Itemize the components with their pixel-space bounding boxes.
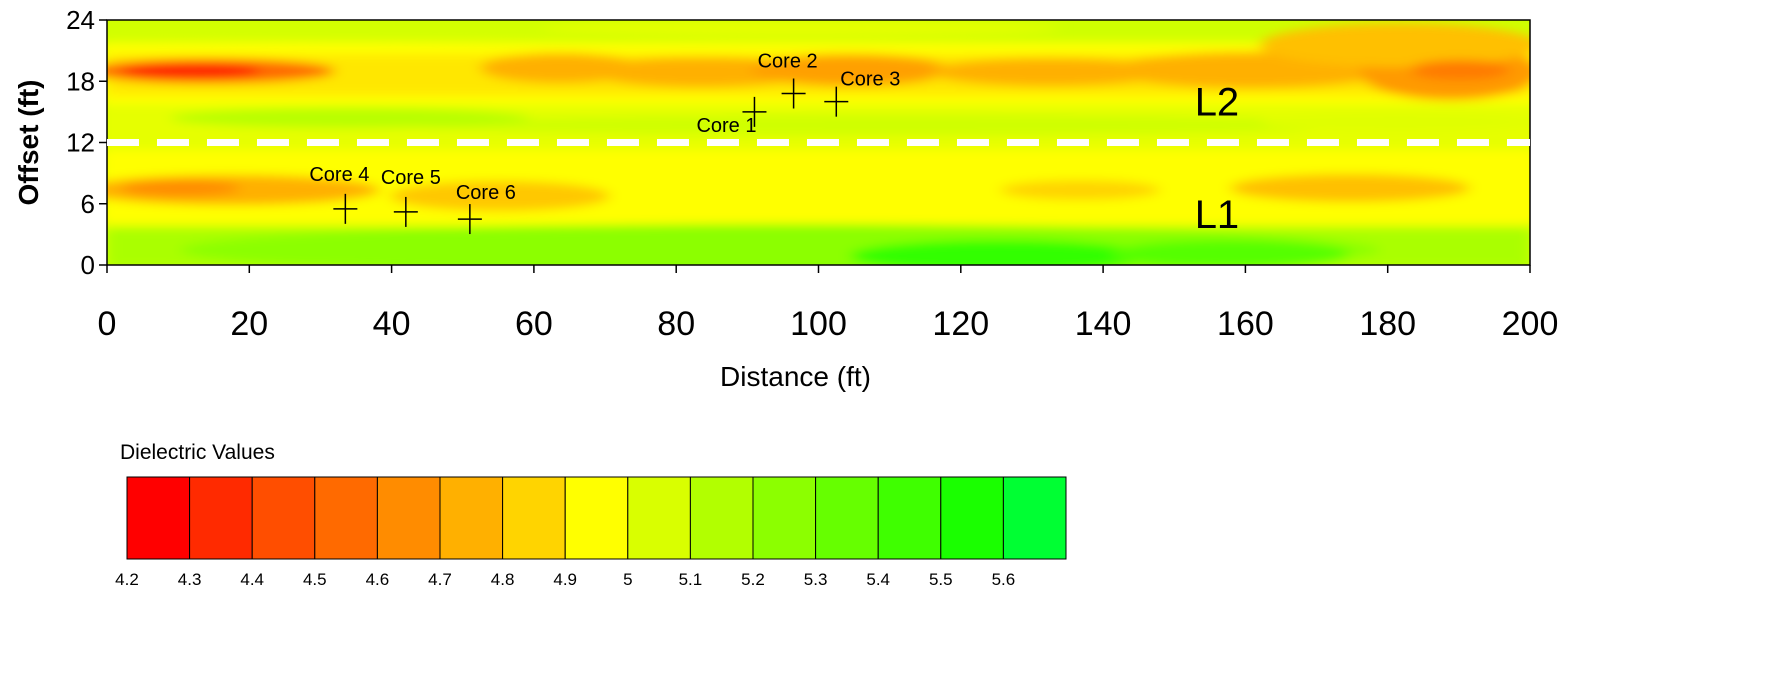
colorbar-tick-label: 4.8 bbox=[491, 570, 515, 589]
x-tick-label: 60 bbox=[515, 305, 553, 343]
core-label: Core 2 bbox=[758, 51, 818, 73]
colorbar-cell bbox=[877, 476, 942, 560]
colorbar-cell bbox=[439, 476, 504, 560]
colorbar-tick-label: 5.6 bbox=[992, 570, 1016, 589]
colorbar-cell bbox=[502, 476, 566, 560]
colorbar-tick-label: 5.3 bbox=[804, 570, 828, 589]
axes: 0 20 40 60 80 100 120 140 160 180 200 0 6 12 18 24 Dista… bbox=[13, 5, 1558, 392]
x-tick-label: 40 bbox=[373, 305, 411, 343]
x-tick-label: 140 bbox=[1075, 305, 1132, 343]
core-label: Core 6 bbox=[456, 182, 516, 204]
colorbar-cell bbox=[627, 476, 691, 560]
lane-label: L2 bbox=[1195, 81, 1240, 125]
y-tick-label: 24 bbox=[66, 5, 95, 35]
colorbar-legend: Dielectric Values 4.2 4.3 4.4 4.5 4.6 4.7 4.8 4.… bbox=[115, 441, 1067, 589]
colorbar-cell bbox=[189, 476, 253, 560]
core-label: Core 3 bbox=[840, 69, 900, 91]
colorbar-tick-label: 4.6 bbox=[366, 570, 390, 589]
x-tick-label: 200 bbox=[1502, 305, 1559, 343]
colorbar-tick-label: 4.9 bbox=[553, 570, 577, 589]
colorbar-cell bbox=[314, 476, 378, 560]
colorbar-tick-label: 5 bbox=[623, 570, 632, 589]
colorbar-tick-label: 5.2 bbox=[741, 570, 765, 589]
x-tick-label: 160 bbox=[1217, 305, 1274, 343]
lane-label: L1 bbox=[1195, 193, 1240, 237]
core-label: Core 5 bbox=[381, 167, 441, 189]
x-tick-label: 80 bbox=[657, 305, 695, 343]
colorbar-tick-label: 4.7 bbox=[428, 570, 452, 589]
colorbar-tick-label: 4.2 bbox=[115, 570, 139, 589]
x-axis-title: Distance (ft) bbox=[720, 361, 871, 392]
y-axis-title: Offset (ft) bbox=[13, 80, 44, 206]
colorbar-cell bbox=[815, 476, 879, 560]
x-tick-label: 100 bbox=[790, 305, 847, 343]
x-tick-label: 20 bbox=[230, 305, 268, 343]
core-label: Core 4 bbox=[309, 164, 369, 186]
colorbar-tick-label: 5.1 bbox=[679, 570, 703, 589]
colorbar-title: Dielectric Values bbox=[120, 441, 275, 464]
x-tick-label: 120 bbox=[932, 305, 989, 343]
colorbar-tick-label: 4.4 bbox=[240, 570, 264, 589]
colorbar-cell bbox=[689, 476, 754, 560]
colorbar-cell bbox=[376, 476, 441, 560]
y-tick-label: 6 bbox=[81, 189, 95, 219]
colorbar-cell bbox=[126, 476, 191, 560]
colorbar-cell bbox=[752, 476, 817, 560]
colorbar-tick-label: 4.5 bbox=[303, 570, 327, 589]
core-label: Core 1 bbox=[696, 115, 756, 137]
colorbar-cell bbox=[1002, 476, 1067, 560]
y-tick-label: 12 bbox=[66, 128, 95, 158]
colorbar-tick-label: 5.5 bbox=[929, 570, 953, 589]
y-tick-label: 18 bbox=[66, 66, 95, 96]
heatmap-field bbox=[107, 20, 1530, 265]
colorbar-cell bbox=[564, 476, 629, 560]
x-tick-label: 0 bbox=[98, 305, 117, 343]
y-tick-label: 0 bbox=[81, 250, 95, 280]
annotations: L2 L1 Core 1 Core 2 Core 3 Core 4 Core 5 Core 6 bbox=[107, 51, 1530, 237]
colorbar-tick-label: 5.4 bbox=[866, 570, 890, 589]
colorbar-cell bbox=[940, 476, 1004, 560]
colorbar-tick-label: 4.3 bbox=[178, 570, 202, 589]
colorbar-cell bbox=[251, 476, 316, 560]
x-tick-label: 180 bbox=[1359, 305, 1416, 343]
